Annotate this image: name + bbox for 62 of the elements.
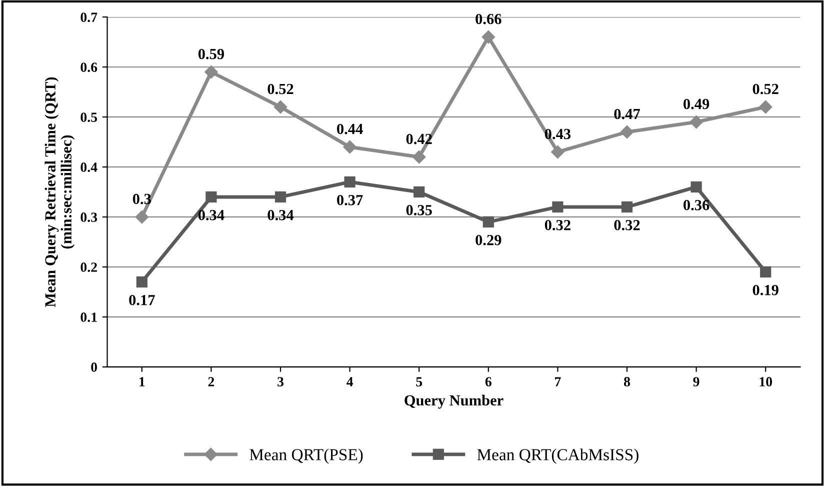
data-label: 0.32 [544, 220, 570, 230]
x-tick-label: 5 [416, 377, 422, 386]
y-tick-label: 0.1 [80, 312, 97, 322]
x-tick-label: 9 [693, 377, 700, 386]
x-tick-label: 2 [208, 377, 214, 386]
y-tick-label: 0.3 [80, 212, 98, 222]
point [414, 186, 425, 198]
point [759, 100, 772, 114]
point [690, 181, 702, 193]
data-label: 0.19 [752, 284, 778, 296]
data-label: 0.36 [684, 200, 710, 210]
data-label: 0.17 [129, 294, 155, 306]
data-label: 0.35 [406, 204, 432, 216]
data-label: 0.42 [406, 134, 432, 144]
point [551, 145, 564, 159]
y-tick-label: 0.5 [80, 112, 98, 122]
point [482, 30, 495, 44]
data-label: 0.37 [337, 194, 363, 206]
data-label: 0.44 [337, 124, 363, 134]
legend-label: Mean QRT(CAbMsISS) [477, 448, 638, 464]
point [620, 125, 634, 139]
data-label: 0.49 [684, 98, 710, 110]
x-tick-label: 3 [278, 377, 284, 386]
point [343, 140, 356, 154]
x-tick-label: 10 [760, 377, 772, 386]
point [482, 216, 494, 228]
point [135, 210, 148, 224]
x-tick-label: 1 [140, 377, 145, 386]
y-tick-label: 0.2 [80, 262, 97, 272]
point [760, 266, 772, 278]
point [136, 276, 148, 288]
y-axis-title: Mean Query Retrieval Time (QRT) (min:sec:millisec) [44, 77, 75, 307]
data-label: 0.34 [198, 210, 224, 220]
x-axis-title: Query Number [404, 394, 504, 409]
data-label: 0.34 [268, 210, 294, 220]
data-label: 0.66 [476, 14, 502, 24]
point [274, 191, 286, 203]
data-label: 0.3 [132, 194, 151, 204]
data-label: 0.32 [614, 220, 640, 230]
x-tick-label: 7 [555, 377, 561, 386]
point [552, 201, 564, 213]
y-tick-label: 0.7 [80, 12, 98, 22]
point [690, 115, 703, 129]
point [344, 176, 356, 188]
point [412, 150, 426, 164]
data-label: 0.59 [198, 48, 224, 60]
data-label: 0.52 [268, 84, 294, 94]
x-tick-label: 6 [485, 377, 492, 386]
legend-label: Mean QRT(PSE) [250, 448, 363, 464]
data-label: 0.29 [476, 234, 502, 246]
y-tick-label: 0.6 [80, 62, 98, 72]
point [204, 65, 218, 79]
data-label: 0.47 [614, 108, 640, 120]
y-tick-label: 0 [91, 362, 97, 372]
point [621, 201, 633, 213]
x-tick-label: 4 [346, 377, 354, 386]
point [274, 100, 288, 114]
x-tick-label: 8 [624, 377, 630, 386]
y-tick-label: 0.4 [80, 162, 98, 172]
data-label: 0.43 [544, 128, 571, 140]
data-label: 0.52 [752, 84, 778, 94]
point [206, 191, 217, 203]
